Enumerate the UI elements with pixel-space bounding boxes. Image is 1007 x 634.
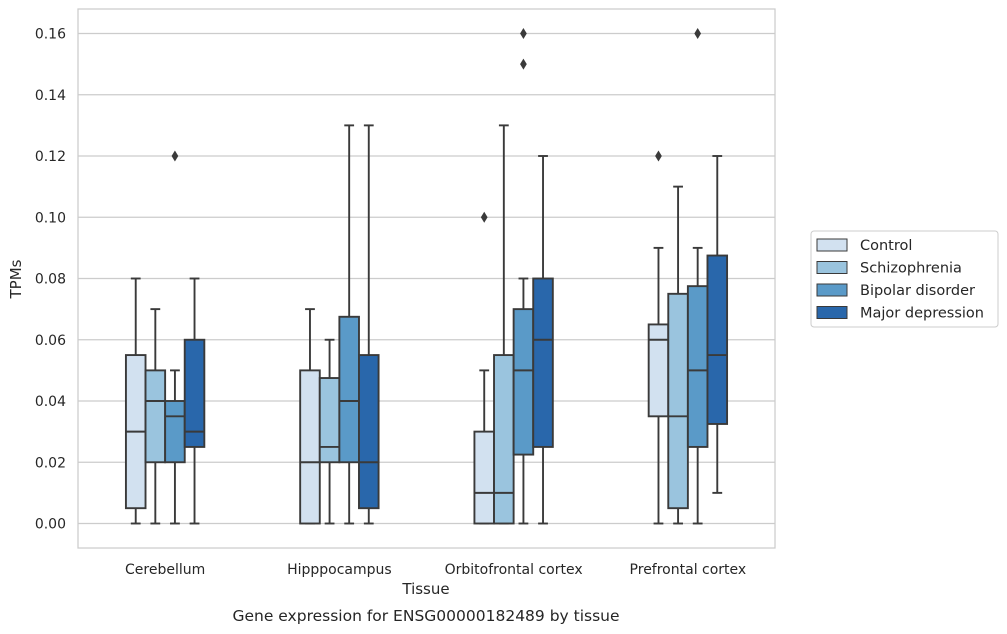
box-body [299,369,321,525]
outlier-point [520,58,527,70]
legend-label: Major depression [860,306,984,322]
outlier-point [655,150,662,162]
y-tick-label: 0.04 [35,394,66,410]
box-body [318,377,341,464]
legend-swatch [816,261,848,274]
box-major-depression [358,124,380,525]
y-tick-label: 0.14 [35,88,66,104]
box-body [144,369,167,464]
legend-swatch [816,306,848,319]
box-body [493,354,515,525]
box-body [473,430,495,525]
box-body [358,354,380,510]
y-tick-label: 0.06 [35,333,66,349]
box-body [532,277,554,448]
outlier-point [171,150,179,162]
y-tick-label: 0.16 [35,27,66,43]
plot-frame [77,8,776,549]
y-tick-label: 0.02 [35,455,66,471]
box-body [164,400,186,464]
box-body [183,338,206,448]
legend-label: Schizophrenia [860,261,962,277]
y-tick-labels: 0.00 0.02 0.04 0.06 0.08 0.10 0.12 0.14 0.16 [35,27,66,533]
box-body [647,323,670,418]
box-body [706,254,729,425]
legend-swatch [816,283,848,297]
box-body [338,315,360,464]
x-axis-title: Tissue [401,580,449,598]
outlier-point [520,28,527,39]
x-tick-labels: Cerebellum Hipppocampus Orbitofrontal cort… [125,562,746,578]
y-tick-label: 0.12 [35,149,66,165]
box-body [686,285,709,448]
box-major-depression [183,277,206,525]
boxes [124,28,729,525]
y-tick-label: 0.08 [35,272,66,288]
box-body [512,308,535,456]
outlier-point [694,28,702,39]
legend-label: Bipolar disorder [860,283,975,299]
x-tick-label: Prefrontal cortex [630,562,747,578]
legend: Control Schizophrenia Bipolar disorder Majo… [810,230,999,328]
legend-frame [810,230,999,328]
box-bipolar-disorder [164,150,186,525]
y-tick-label: 0.10 [35,210,66,226]
box-body [667,292,689,510]
chart-caption: Gene expression for ENSG00000182489 by t… [232,607,619,625]
box-schizophrenia [493,124,515,525]
box-major-depression [532,155,554,525]
y-axis-title: TPMs [7,259,25,299]
box-major-depression [706,155,729,494]
x-tick-label: Orbitofrontal cortex [445,562,583,578]
y-tick-label: 0.00 [35,517,66,533]
outlier-point [480,211,488,223]
legend-label: Control [860,238,912,254]
x-tick-label: Hipppocampus [287,562,392,578]
x-tick-label: Cerebellum [125,562,205,578]
legend-swatch [816,238,848,252]
box-bipolar-disorder [338,124,360,525]
